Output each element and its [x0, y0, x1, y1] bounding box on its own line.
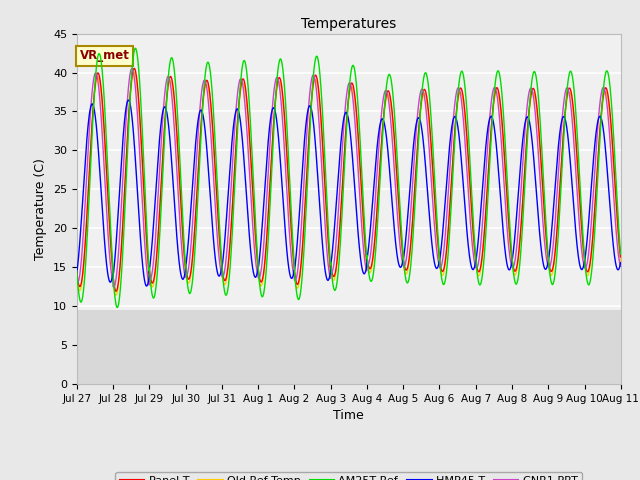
Old Ref Temp [225, 257, 233, 263]
AM25T Ref [617, 252, 625, 257]
Panel T [365, 264, 372, 270]
X-axis label: Time: Time [333, 409, 364, 422]
HMP45 T [507, 264, 515, 269]
Y-axis label: Temperature (C): Temperature (C) [35, 158, 47, 260]
HMP45 T [617, 260, 625, 265]
Text: VR_met: VR_met [79, 49, 129, 62]
Old Ref Temp [112, 292, 120, 298]
Title: Temperatures: Temperatures [301, 17, 396, 31]
Old Ref Temp [617, 259, 625, 264]
HMP45 T [225, 180, 233, 185]
AM25T Ref [377, 168, 385, 174]
HMP45 T [584, 226, 592, 232]
AM25T Ref [569, 77, 577, 83]
CNR1 PRT [128, 65, 136, 71]
Line: HMP45 T: HMP45 T [77, 100, 621, 286]
Panel T [73, 269, 81, 275]
AM25T Ref [584, 281, 592, 287]
HMP45 T [73, 270, 81, 276]
AM25T Ref [365, 270, 372, 276]
Panel T [617, 254, 625, 260]
CNR1 PRT [225, 220, 233, 226]
Line: AM25T Ref: AM25T Ref [77, 48, 621, 308]
Panel T [569, 102, 577, 108]
HMP45 T [569, 193, 577, 199]
CNR1 PRT [584, 255, 592, 261]
Panel T [507, 247, 515, 252]
HMP45 T [365, 243, 372, 249]
Old Ref Temp [569, 107, 577, 112]
AM25T Ref [225, 278, 233, 284]
Old Ref Temp [131, 70, 138, 75]
Bar [77, 310, 621, 384]
Legend: Panel T, Old Ref Temp, AM25T Ref, HMP45 T, CNR1 PRT: Panel T, Old Ref Temp, AM25T Ref, HMP45 … [115, 471, 582, 480]
CNR1 PRT [110, 284, 118, 290]
AM25T Ref [73, 268, 81, 274]
Panel T [112, 288, 120, 294]
Old Ref Temp [365, 268, 372, 274]
Old Ref Temp [584, 272, 592, 278]
Panel T [377, 154, 385, 159]
Line: Panel T: Panel T [77, 68, 621, 291]
CNR1 PRT [617, 264, 625, 269]
CNR1 PRT [507, 261, 515, 266]
HMP45 T [125, 97, 132, 103]
AM25T Ref [132, 46, 140, 51]
CNR1 PRT [569, 127, 577, 133]
CNR1 PRT [377, 121, 385, 127]
Old Ref Temp [507, 252, 515, 258]
HMP45 T [377, 120, 385, 125]
AM25T Ref [507, 241, 515, 247]
Panel T [225, 254, 233, 260]
HMP45 T [143, 283, 150, 289]
Old Ref Temp [73, 275, 81, 280]
CNR1 PRT [365, 261, 372, 266]
AM25T Ref [113, 305, 121, 311]
CNR1 PRT [73, 279, 81, 285]
Panel T [584, 268, 592, 274]
Line: CNR1 PRT: CNR1 PRT [77, 68, 621, 287]
Panel T [131, 65, 138, 71]
Line: Old Ref Temp: Old Ref Temp [77, 72, 621, 295]
Old Ref Temp [377, 156, 385, 162]
